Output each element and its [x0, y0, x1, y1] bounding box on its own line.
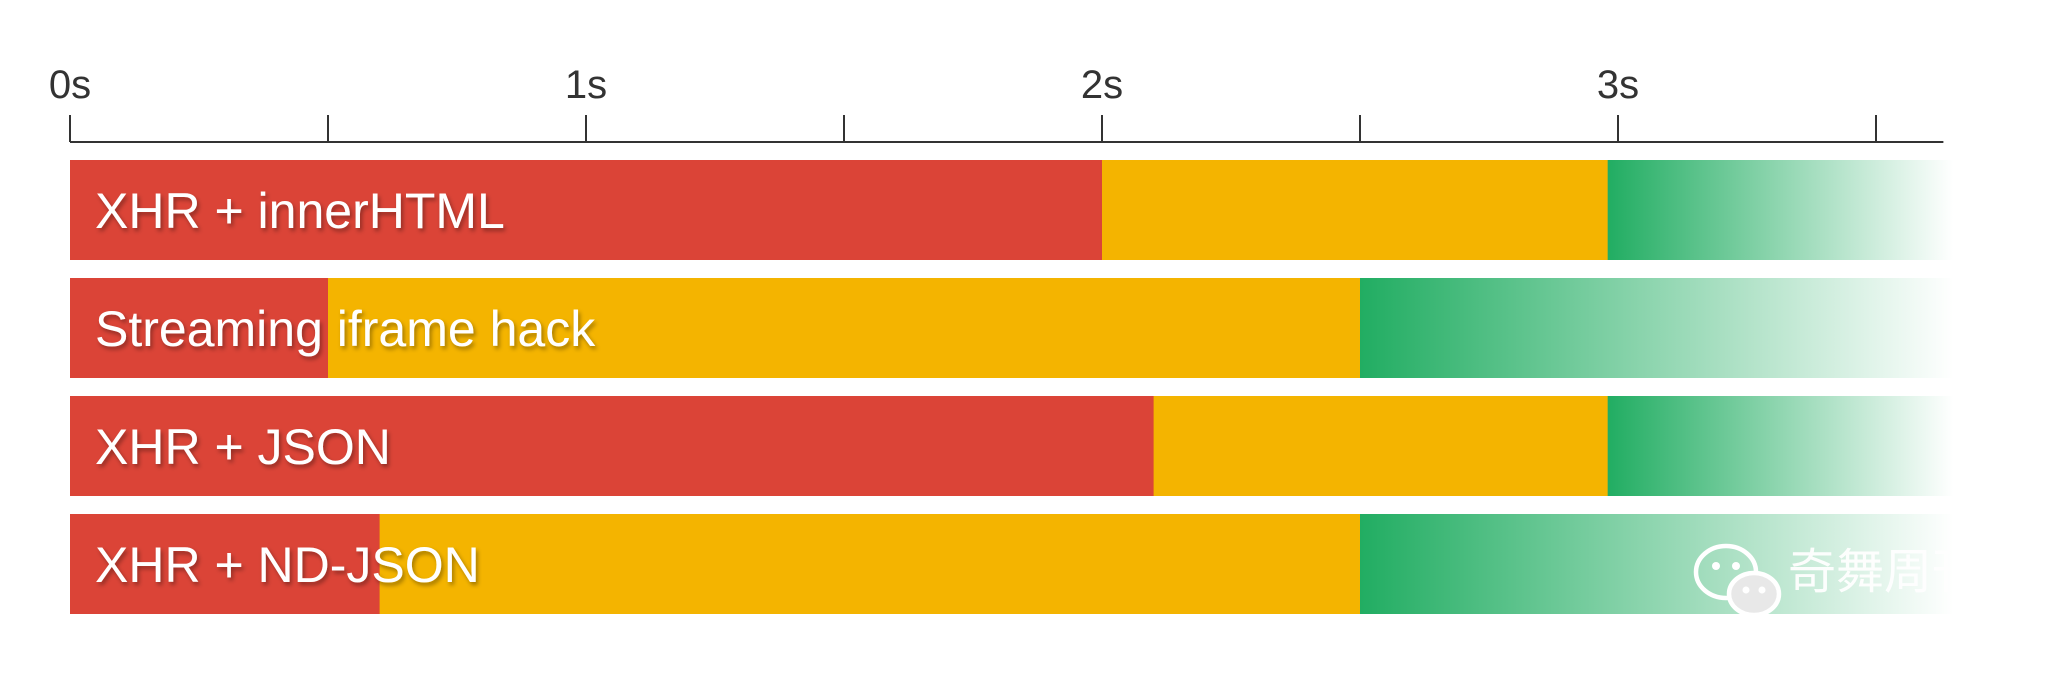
row-label: Streaming iframe hack [95, 301, 596, 357]
bar-segment-phase3 [1360, 278, 1954, 378]
bar-segment-phase2 [1153, 396, 1609, 496]
bar-segment-phase2 [1102, 160, 1609, 260]
time-axis: 0s 1s 2s 3s [49, 63, 1944, 143]
bar-segment-phase1 [70, 160, 1103, 260]
tick-label: 3s [1597, 63, 1639, 107]
bar-segment-phase3 [1607, 160, 1954, 260]
watermark: 奇舞周刊 [1693, 543, 1980, 618]
tick-label: 1s [565, 63, 607, 107]
row-label: XHR + ND-JSON [95, 537, 480, 593]
row-label: XHR + JSON [95, 419, 391, 475]
row-label: XHR + innerHTML [95, 183, 505, 239]
tick-label: 0s [49, 63, 91, 107]
bar-segment-phase1 [70, 278, 329, 378]
wechat-icon [1693, 543, 1782, 618]
bar-segment-phase2 [379, 514, 1361, 614]
bar-segment-phase3 [1360, 514, 1954, 614]
bar-segment-phase1 [70, 514, 381, 614]
bar-segment-phase2 [328, 278, 1361, 378]
watermark-text: 奇舞周刊 [1788, 544, 1980, 600]
bars [70, 160, 1954, 614]
row-labels: XHR + innerHTML Streaming iframe hack XHR … [95, 183, 596, 593]
bar-segment-phase1 [70, 396, 1155, 496]
bar-segment-phase3 [1607, 396, 1954, 496]
tick-label: 2s [1081, 63, 1123, 107]
